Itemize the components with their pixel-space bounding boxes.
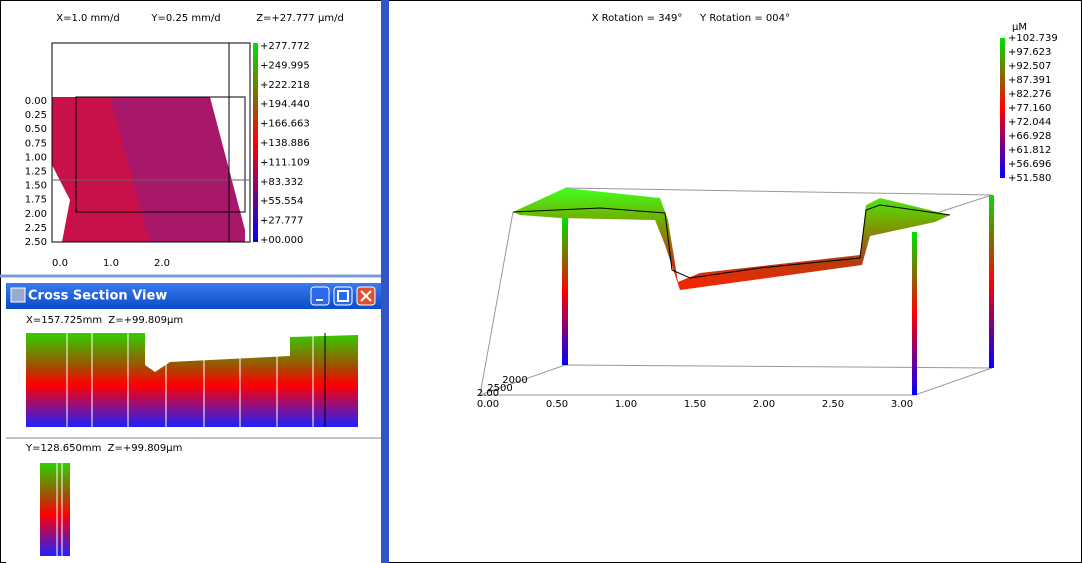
- rotation-label: X Rotation = 349°: [592, 13, 683, 24]
- scale-label: +83.332: [260, 177, 303, 188]
- x-axis-label: 2.00: [753, 399, 775, 410]
- profile-label: Y=128.650mm Z=+99.809µm: [25, 443, 182, 454]
- scale-label: +61.812: [1008, 145, 1051, 156]
- axis-bar: [989, 195, 994, 368]
- y-label: 0.25: [25, 110, 47, 121]
- x-label: 0.0: [52, 258, 68, 269]
- scale-label: +87.391: [1008, 75, 1051, 86]
- y-label: 1.25: [25, 167, 47, 178]
- scale-label: +97.623: [1008, 47, 1051, 58]
- x-axis-label: 2.50: [822, 399, 844, 410]
- scale-label: +102.739: [1008, 33, 1058, 44]
- axis-bar: [562, 218, 568, 365]
- scale-label: +92.507: [1008, 61, 1051, 72]
- x-axis-label: 1.00: [615, 399, 637, 410]
- y-label: 1.00: [25, 152, 47, 163]
- scale-label: +249.995: [260, 60, 310, 71]
- scale-label: +222.218: [260, 80, 310, 91]
- scale-label: +166.663: [260, 119, 310, 130]
- scale-label: +72.044: [1008, 117, 1051, 128]
- x-label: 1.0: [103, 258, 119, 269]
- scale-label: +82.276: [1008, 89, 1051, 100]
- y-label: 2.25: [25, 223, 47, 234]
- header-label: Z=+27.777 µm/d: [256, 13, 344, 24]
- scale-label: +77.160: [1008, 103, 1051, 114]
- x-axis-label: 0.00: [477, 399, 499, 410]
- x-label: 2.0: [154, 258, 170, 269]
- y-label: 0.75: [25, 138, 47, 149]
- scale-label: +66.928: [1008, 131, 1051, 142]
- x-axis-label: 0.50: [546, 399, 568, 410]
- window-icon: [11, 288, 25, 302]
- color-scale: [253, 43, 258, 242]
- window-title: Cross Section View: [28, 289, 167, 304]
- axis-bar: [912, 232, 917, 395]
- rotation-label: Y Rotation = 004°: [699, 13, 790, 24]
- minimize-glyph: [316, 299, 323, 301]
- scale-label: +00.000: [260, 235, 303, 246]
- splitter[interactable]: [381, 0, 389, 563]
- scale-label: +51.580: [1008, 173, 1051, 184]
- scale-label: +138.886: [260, 138, 310, 149]
- x-axis-label: 1.50: [684, 399, 706, 410]
- scale-label: +27.777: [260, 216, 303, 227]
- scale-label: +111.109: [260, 157, 310, 168]
- profile-label: X=157.725mm Z=+99.809µm: [26, 315, 183, 326]
- scale-label: +194.440: [260, 99, 310, 110]
- y-label: 2.50: [25, 237, 47, 248]
- y-label: 2.00: [25, 209, 47, 220]
- depth-label: 2000: [502, 375, 527, 386]
- scale-label: +55.554: [260, 196, 303, 207]
- y-label: 0.50: [25, 124, 47, 135]
- color-scale: [1000, 38, 1005, 178]
- scale-label: +56.696: [1008, 159, 1051, 170]
- maximize-button[interactable]: [334, 287, 352, 305]
- screen: Cross Section View X=157.725mm Z=+99.809…: [0, 0, 1082, 563]
- minimize-button[interactable]: [311, 287, 329, 305]
- y-profile: [40, 463, 70, 556]
- y-label: 1.75: [25, 195, 47, 206]
- header-label: Y=0.25 mm/d: [150, 13, 220, 24]
- y-label: 0.00: [25, 96, 47, 107]
- header-label: X=1.0 mm/d: [56, 13, 120, 24]
- scale-label: +277.772: [260, 41, 310, 52]
- x-axis-label: 3.00: [891, 399, 913, 410]
- scale-unit: µM: [1012, 22, 1027, 33]
- y-label: 1.50: [25, 181, 47, 192]
